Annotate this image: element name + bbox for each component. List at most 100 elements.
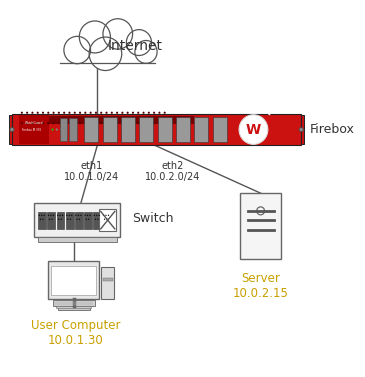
FancyBboxPatch shape (84, 118, 99, 142)
Ellipse shape (68, 112, 70, 114)
Ellipse shape (97, 219, 99, 220)
Ellipse shape (31, 112, 34, 114)
FancyBboxPatch shape (21, 116, 194, 124)
Ellipse shape (116, 122, 118, 124)
Ellipse shape (108, 215, 109, 216)
Ellipse shape (89, 215, 91, 216)
FancyBboxPatch shape (9, 115, 15, 144)
Ellipse shape (63, 122, 65, 124)
Ellipse shape (89, 37, 122, 70)
Ellipse shape (61, 219, 62, 220)
Ellipse shape (104, 219, 105, 220)
FancyBboxPatch shape (103, 118, 117, 142)
FancyBboxPatch shape (298, 115, 304, 144)
Ellipse shape (42, 122, 44, 124)
Ellipse shape (62, 215, 63, 216)
FancyBboxPatch shape (139, 118, 153, 142)
Text: WatchGuard: WatchGuard (24, 121, 43, 124)
Ellipse shape (21, 112, 23, 114)
Ellipse shape (58, 112, 60, 114)
Ellipse shape (68, 122, 70, 124)
FancyBboxPatch shape (213, 118, 227, 142)
FancyBboxPatch shape (103, 278, 113, 281)
Ellipse shape (121, 112, 123, 114)
Ellipse shape (53, 122, 55, 124)
Ellipse shape (116, 112, 118, 114)
FancyBboxPatch shape (99, 209, 116, 231)
Ellipse shape (84, 112, 87, 114)
FancyBboxPatch shape (58, 306, 89, 310)
Ellipse shape (58, 219, 59, 220)
FancyBboxPatch shape (101, 267, 115, 299)
FancyBboxPatch shape (194, 118, 208, 142)
Text: Firebox M 370: Firebox M 370 (22, 128, 41, 132)
Ellipse shape (132, 112, 134, 114)
FancyBboxPatch shape (38, 211, 46, 229)
Ellipse shape (142, 112, 145, 114)
FancyBboxPatch shape (47, 211, 55, 229)
Ellipse shape (132, 122, 134, 124)
Ellipse shape (31, 122, 34, 124)
Ellipse shape (78, 215, 79, 216)
Ellipse shape (95, 219, 96, 220)
Ellipse shape (105, 122, 108, 124)
Ellipse shape (79, 219, 80, 220)
Ellipse shape (59, 215, 61, 216)
FancyBboxPatch shape (51, 266, 96, 295)
Ellipse shape (103, 215, 104, 216)
Ellipse shape (105, 112, 108, 114)
Ellipse shape (48, 215, 49, 216)
Ellipse shape (153, 112, 155, 114)
Ellipse shape (135, 40, 157, 63)
Ellipse shape (100, 122, 102, 124)
Ellipse shape (153, 122, 155, 124)
FancyBboxPatch shape (93, 211, 101, 229)
Text: Server
10.0.2.15: Server 10.0.2.15 (233, 272, 289, 300)
Ellipse shape (39, 215, 40, 216)
Ellipse shape (99, 215, 100, 216)
Ellipse shape (47, 122, 49, 124)
Ellipse shape (121, 122, 123, 124)
FancyBboxPatch shape (240, 193, 281, 259)
Ellipse shape (103, 19, 132, 49)
Ellipse shape (137, 122, 139, 124)
Text: User Computer
10.0.1.30: User Computer 10.0.1.30 (31, 319, 120, 348)
FancyBboxPatch shape (19, 115, 49, 144)
FancyBboxPatch shape (57, 211, 64, 229)
Ellipse shape (89, 122, 92, 124)
Ellipse shape (96, 215, 97, 216)
Ellipse shape (239, 115, 268, 144)
Ellipse shape (84, 122, 87, 124)
Text: eth2
10.0.2.0/24: eth2 10.0.2.0/24 (145, 161, 200, 182)
Ellipse shape (74, 112, 76, 114)
Ellipse shape (63, 112, 65, 114)
FancyBboxPatch shape (66, 211, 73, 229)
Ellipse shape (64, 36, 91, 64)
FancyBboxPatch shape (59, 118, 68, 141)
FancyBboxPatch shape (69, 118, 77, 141)
FancyBboxPatch shape (59, 43, 155, 63)
Ellipse shape (164, 112, 166, 114)
Ellipse shape (85, 215, 86, 216)
Ellipse shape (49, 219, 50, 220)
Text: Switch: Switch (132, 212, 173, 225)
Ellipse shape (164, 122, 166, 124)
Ellipse shape (53, 112, 55, 114)
Ellipse shape (100, 112, 102, 114)
Ellipse shape (88, 219, 89, 220)
FancyBboxPatch shape (53, 300, 95, 307)
Ellipse shape (127, 122, 129, 124)
Ellipse shape (50, 215, 51, 216)
Ellipse shape (111, 122, 113, 124)
Ellipse shape (127, 112, 129, 114)
Ellipse shape (85, 219, 87, 220)
FancyBboxPatch shape (121, 118, 135, 142)
FancyBboxPatch shape (176, 118, 190, 142)
Ellipse shape (79, 112, 81, 114)
Ellipse shape (26, 122, 28, 124)
Ellipse shape (79, 21, 110, 53)
Ellipse shape (94, 215, 95, 216)
Ellipse shape (47, 112, 49, 114)
Ellipse shape (42, 112, 44, 114)
Ellipse shape (79, 122, 81, 124)
